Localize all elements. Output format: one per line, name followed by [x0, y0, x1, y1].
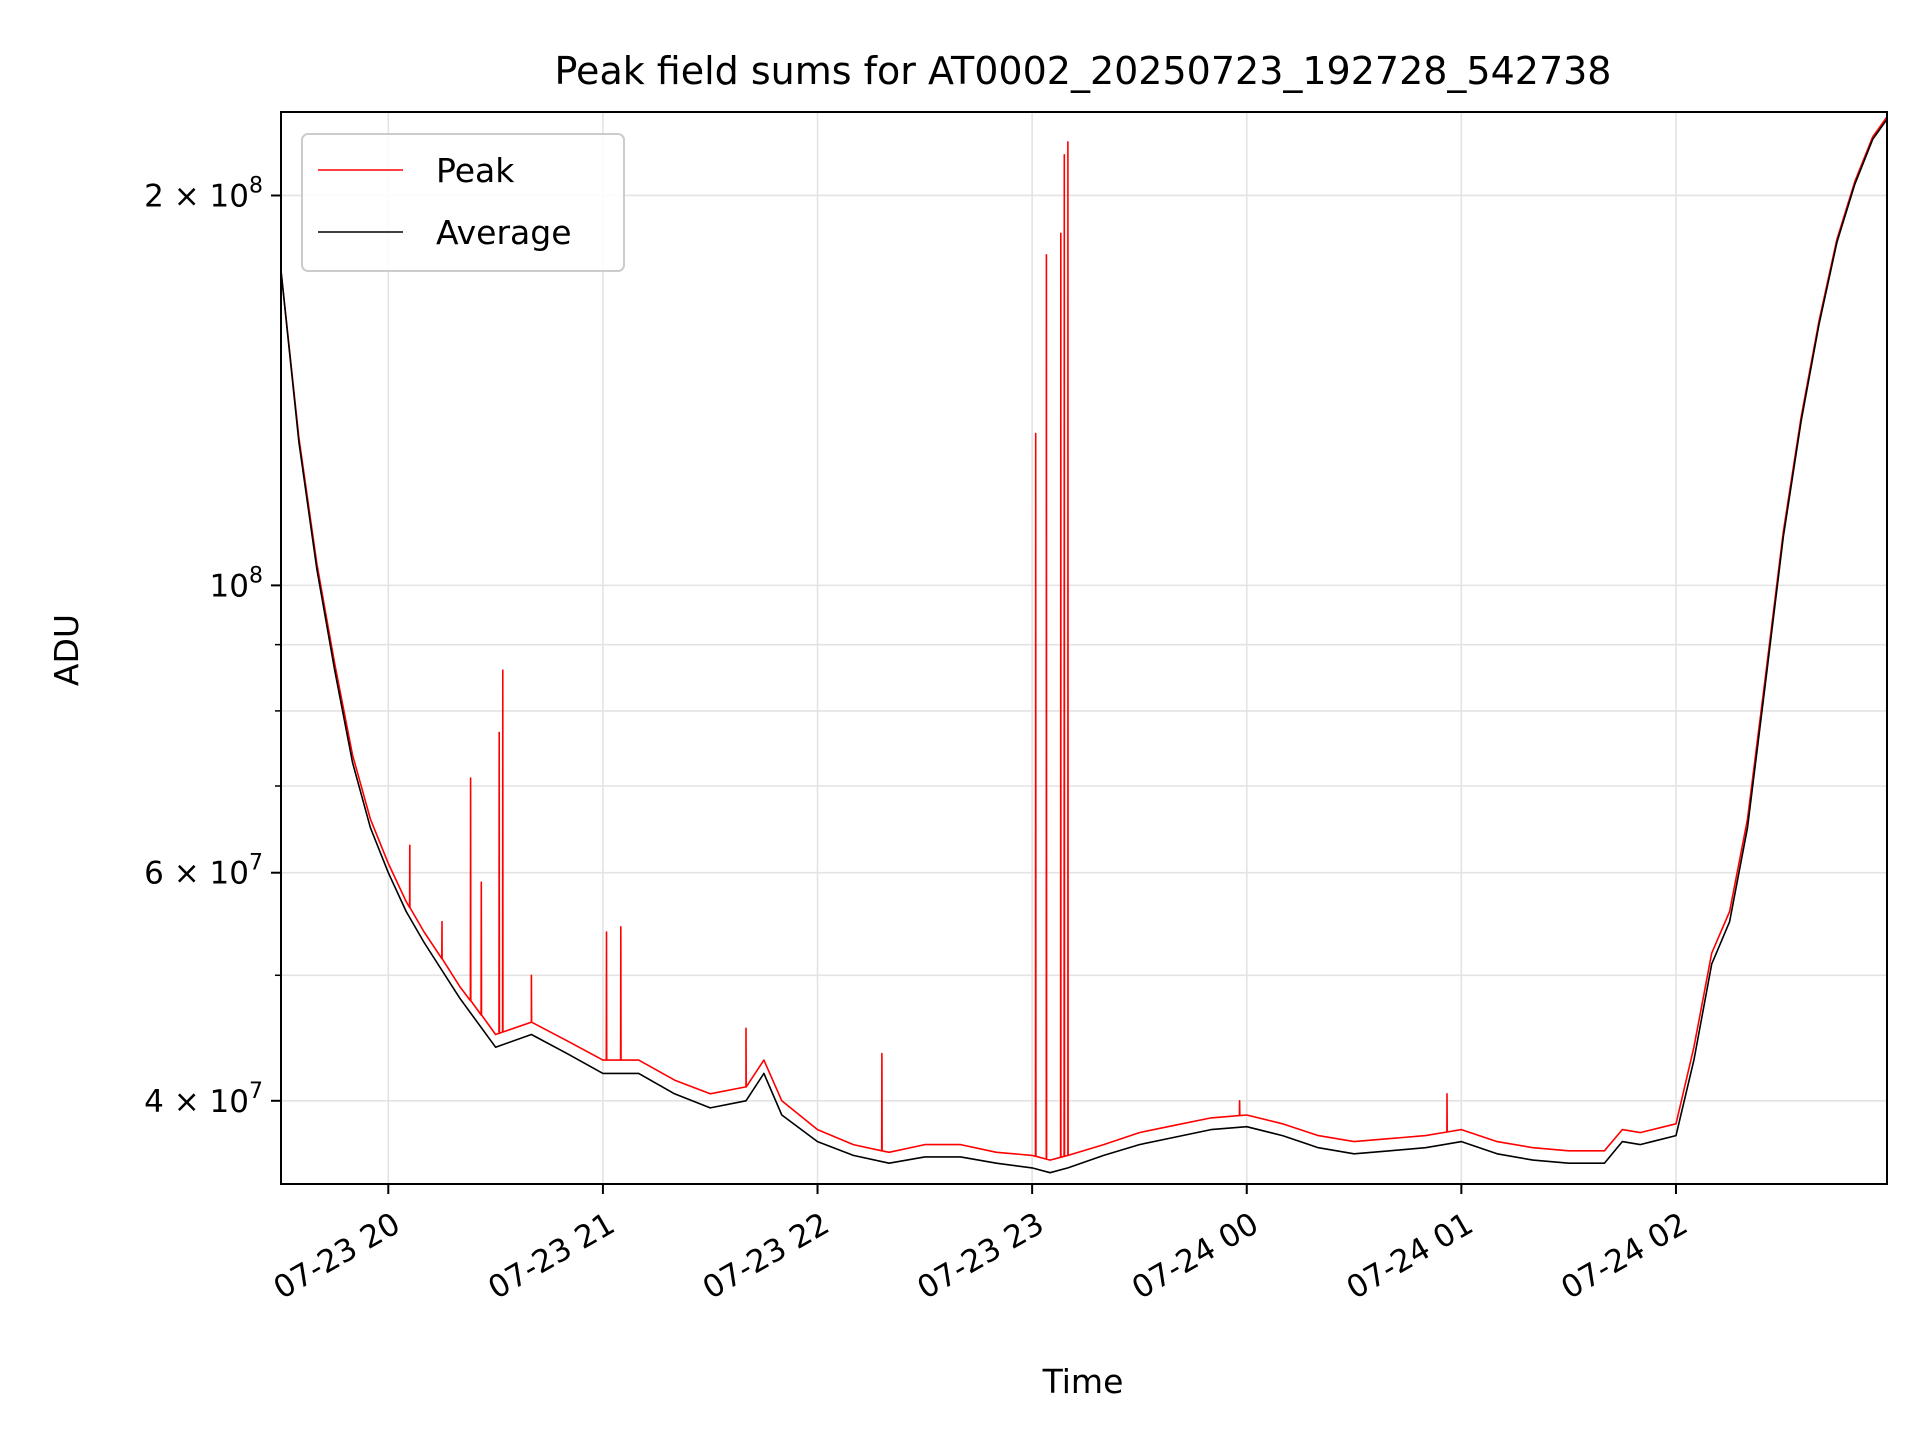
- y-axis: 4 × 107 6 × 107 108 2 × 108: [144, 173, 281, 1120]
- y-tick-label: 2 × 108: [144, 173, 263, 214]
- chart-title: Peak field sums for AT0002_20250723_1927…: [555, 49, 1612, 93]
- x-axis-label: Time: [1042, 1362, 1124, 1401]
- legend: Peak Average: [301, 133, 625, 272]
- legend-label-average: Average: [436, 213, 572, 252]
- legend-label-peak: Peak: [436, 151, 515, 190]
- legend-box: [301, 133, 625, 272]
- series-line-average: [281, 118, 1887, 1174]
- series-line-peak: [281, 116, 1887, 1161]
- y-tick-label: 4 × 107: [144, 1079, 263, 1120]
- y-axis-label: ADU: [47, 614, 86, 686]
- axes-frame: [280, 111, 1888, 1185]
- plot-area: [281, 116, 1887, 1174]
- y-tick-label: 6 × 107: [144, 851, 263, 892]
- y-tick-label: 108: [210, 563, 263, 604]
